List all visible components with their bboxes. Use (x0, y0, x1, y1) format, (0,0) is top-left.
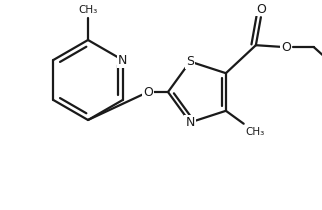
Text: N: N (118, 54, 127, 67)
Text: O: O (281, 41, 291, 54)
Text: O: O (143, 85, 153, 98)
Text: O: O (256, 3, 266, 16)
Text: CH₃: CH₃ (78, 5, 98, 15)
Text: CH₃: CH₃ (246, 127, 265, 137)
Text: S: S (186, 55, 194, 68)
Text: N: N (185, 116, 195, 129)
